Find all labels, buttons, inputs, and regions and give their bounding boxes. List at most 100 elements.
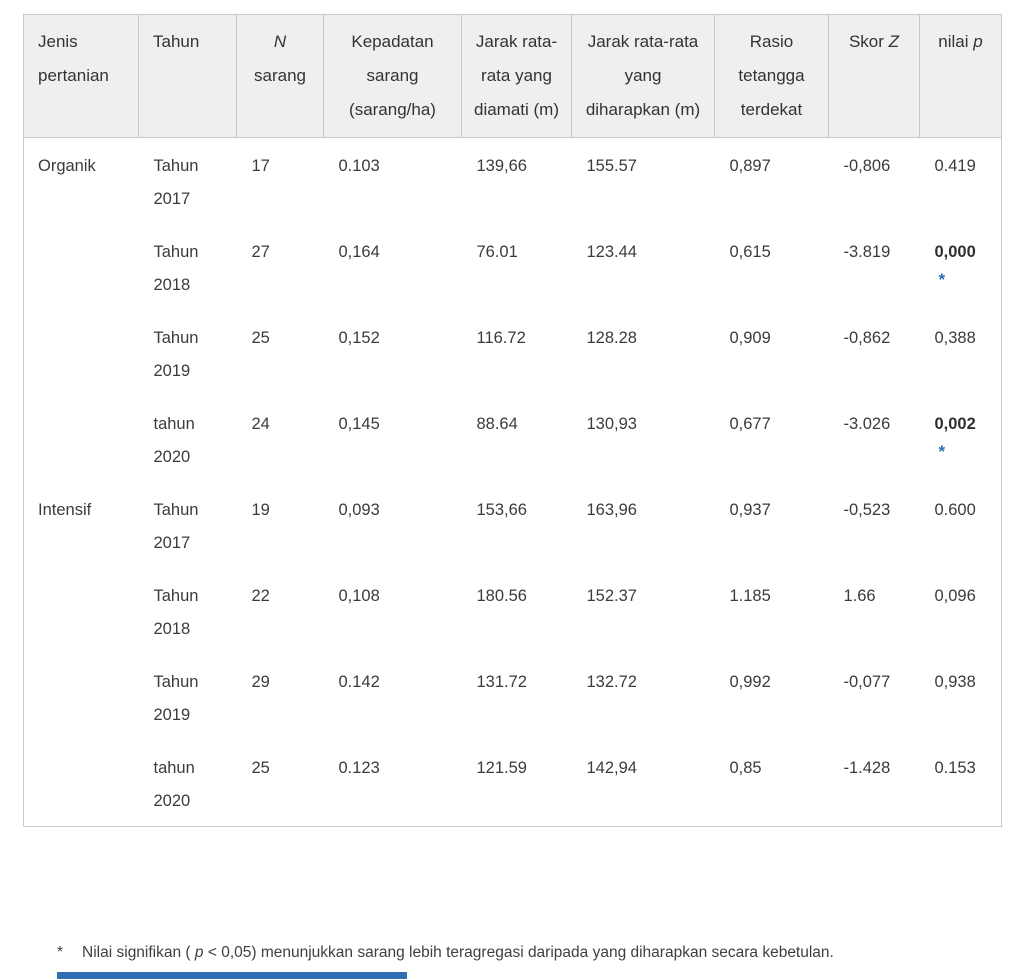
cell-rasio: 0,85 <box>714 740 829 827</box>
table-row: tahun 2020 24 0,145 88.64 130,93 0,677 -… <box>23 396 1002 482</box>
cell-n-sarang: 27 <box>236 224 324 310</box>
cell-jarak-diamati: 76.01 <box>461 224 572 310</box>
cell-skor-z: 1.66 <box>828 568 920 654</box>
header-row: Jenis pertanian Tahun N sarang Kepadatan… <box>23 14 1002 138</box>
p-value: 0,000 <box>934 243 976 261</box>
cell-tahun: tahun 2020 <box>138 396 237 482</box>
cell-nilai-p: 0.419 <box>919 137 1002 224</box>
table-header: Jenis pertanian Tahun N sarang Kepadatan… <box>23 14 1002 138</box>
cell-jarak-diharapkan: 142,94 <box>571 740 715 827</box>
table-body: Organik Tahun 2017 17 0.103 139,66 155.5… <box>23 137 1002 827</box>
cell-rasio: 0,677 <box>714 396 829 482</box>
cell-rasio: 0,897 <box>714 137 829 224</box>
cell-skor-z: -3.026 <box>828 396 920 482</box>
cell-nilai-p-significant: 0,000 * <box>919 224 1002 310</box>
cell-kepadatan: 0.142 <box>323 654 462 740</box>
cell-jarak-diharapkan: 152.37 <box>571 568 715 654</box>
cell-n-sarang: 24 <box>236 396 324 482</box>
footnote-asterisk: * <box>57 944 64 961</box>
header-label: Rasio tetangga terdekat <box>738 32 805 119</box>
cell-kepadatan: 0.103 <box>323 137 462 224</box>
cell-jarak-diharapkan: 128.28 <box>571 310 715 396</box>
cell-n-sarang: 25 <box>236 310 324 396</box>
header-label: nilai <box>938 32 974 51</box>
cell-nilai-p: 0.600 <box>919 482 1002 568</box>
cell-n-sarang: 17 <box>236 137 324 224</box>
cell-tahun: Tahun 2019 <box>138 310 237 396</box>
header-label: Kepadatan sarang (sarang/ha) <box>349 32 436 119</box>
table-row: Tahun 2018 22 0,108 180.56 152.37 1.185 … <box>23 568 1002 654</box>
column-header-jarak-diamati: Jarak rata-rata yang diamati (m) <box>461 14 572 138</box>
cell-tahun: Tahun 2019 <box>138 654 237 740</box>
table-row: Organik Tahun 2017 17 0.103 139,66 155.5… <box>23 137 1002 224</box>
column-header-nilai-p: nilai p <box>919 14 1002 138</box>
cell-tahun: tahun 2020 <box>138 740 237 827</box>
table-row: Tahun 2018 27 0,164 76.01 123.44 0,615 -… <box>23 224 1002 310</box>
cell-jarak-diharapkan: 123.44 <box>571 224 715 310</box>
cell-jenis <box>23 568 139 654</box>
table-row: tahun 2020 25 0.123 121.59 142,94 0,85 -… <box>23 740 1002 827</box>
header-label: Jenis pertanian <box>38 32 109 85</box>
header-label: Jarak rata-rata yang diamati (m) <box>473 32 559 119</box>
cell-jarak-diharapkan: 132.72 <box>571 654 715 740</box>
cell-jenis <box>23 224 139 310</box>
cell-nilai-p: 0,388 <box>919 310 1002 396</box>
header-label: Tahun <box>153 32 200 51</box>
cell-jenis <box>23 396 139 482</box>
cell-n-sarang: 19 <box>236 482 324 568</box>
header-label: sarang <box>254 66 306 85</box>
header-label: N <box>273 32 287 51</box>
cell-tahun: Tahun 2017 <box>138 482 237 568</box>
cell-tahun: Tahun 2018 <box>138 224 237 310</box>
cell-rasio: 0,937 <box>714 482 829 568</box>
cell-kepadatan: 0,164 <box>323 224 462 310</box>
partial-blue-bar <box>57 972 407 979</box>
cell-n-sarang: 29 <box>236 654 324 740</box>
column-header-rasio-tetangga: Rasio tetangga terdekat <box>714 14 829 138</box>
cell-jarak-diamati: 88.64 <box>461 396 572 482</box>
cell-kepadatan: 0.123 <box>323 740 462 827</box>
header-label: Z <box>888 32 900 51</box>
cell-kepadatan: 0,108 <box>323 568 462 654</box>
cell-kepadatan: 0,152 <box>323 310 462 396</box>
cell-jenis <box>23 654 139 740</box>
cell-tahun: Tahun 2017 <box>138 137 237 224</box>
table-row: Tahun 2019 25 0,152 116.72 128.28 0,909 … <box>23 310 1002 396</box>
table-row: Intensif Tahun 2017 19 0,093 153,66 163,… <box>23 482 1002 568</box>
header-label: Skor <box>848 32 889 51</box>
column-header-jenis-pertanian: Jenis pertanian <box>23 14 139 138</box>
cell-jenis: Organik <box>23 137 139 224</box>
column-header-kepadatan-sarang: Kepadatan sarang (sarang/ha) <box>323 14 462 138</box>
column-header-skor-z: Skor Z <box>828 14 920 138</box>
column-header-tahun: Tahun <box>138 14 237 138</box>
cell-rasio: 0,909 <box>714 310 829 396</box>
significance-asterisk: * <box>938 270 946 289</box>
cell-jarak-diamati: 131.72 <box>461 654 572 740</box>
cell-jarak-diharapkan: 163,96 <box>571 482 715 568</box>
cell-jarak-diamati: 153,66 <box>461 482 572 568</box>
cell-skor-z: -0,077 <box>828 654 920 740</box>
cell-jarak-diharapkan: 130,93 <box>571 396 715 482</box>
footnote-text: Nilai signifikan ( p < 0,05) menunjukkan… <box>82 944 834 961</box>
cell-jarak-diharapkan: 155.57 <box>571 137 715 224</box>
cell-nilai-p: 0.153 <box>919 740 1002 827</box>
cell-skor-z: -1.428 <box>828 740 920 827</box>
header-label: Jarak rata-rata yang diharapkan (m) <box>585 32 701 119</box>
cell-rasio: 0,615 <box>714 224 829 310</box>
cell-kepadatan: 0,093 <box>323 482 462 568</box>
header-label: p <box>973 32 983 51</box>
cell-jenis <box>23 310 139 396</box>
cell-nilai-p: 0,938 <box>919 654 1002 740</box>
cell-nilai-p-significant: 0,002 * <box>919 396 1002 482</box>
column-header-n-sarang: N sarang <box>236 14 324 138</box>
cell-skor-z: -0,862 <box>828 310 920 396</box>
cell-jarak-diamati: 139,66 <box>461 137 572 224</box>
cell-jarak-diamati: 121.59 <box>461 740 572 827</box>
table-row: Tahun 2019 29 0.142 131.72 132.72 0,992 … <box>23 654 1002 740</box>
column-header-jarak-diharapkan: Jarak rata-rata yang diharapkan (m) <box>571 14 715 138</box>
p-value: 0,002 <box>934 415 976 433</box>
cell-n-sarang: 25 <box>236 740 324 827</box>
significance-footnote: * Nilai signifikan ( p < 0,05) menunjukk… <box>57 942 987 964</box>
cell-jarak-diamati: 116.72 <box>461 310 572 396</box>
cell-jenis <box>23 740 139 827</box>
